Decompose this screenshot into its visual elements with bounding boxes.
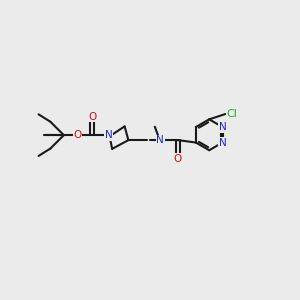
Text: N: N (104, 130, 112, 140)
Text: O: O (88, 112, 96, 122)
Text: Cl: Cl (226, 109, 237, 119)
Text: N: N (219, 137, 226, 148)
Text: O: O (174, 154, 182, 164)
Text: O: O (73, 130, 81, 140)
Text: N: N (219, 122, 226, 132)
Text: N: N (156, 135, 164, 145)
